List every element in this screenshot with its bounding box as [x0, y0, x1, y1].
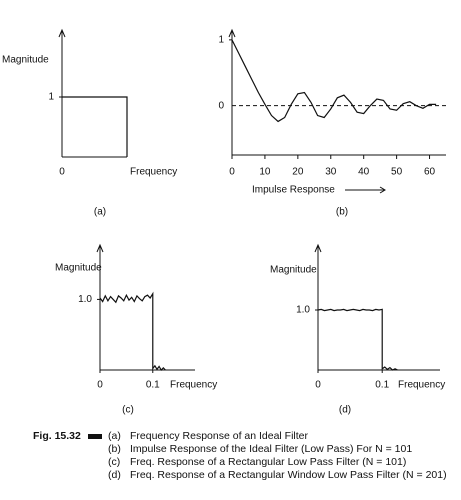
y-axis-arrow: [96, 243, 104, 253]
x-label-arrow: [345, 186, 386, 194]
caption-bar: [88, 434, 102, 439]
subplot-caption: (d): [339, 405, 351, 416]
x-tick-label: 20: [292, 167, 304, 178]
x-tick-label: 0: [229, 167, 235, 178]
y-axis-label: Magnitude: [55, 263, 102, 274]
caption-text: Freq. Response of a Rectangular Low Pass…: [130, 456, 407, 468]
y-axis-label: Magnitude: [2, 55, 49, 66]
y-axis-label: Magnitude: [270, 265, 317, 276]
x-tick-label: 40: [358, 167, 370, 178]
y-tick-label: 0: [218, 100, 224, 111]
data-line: [317, 308, 398, 371]
y-axis-arrow: [58, 28, 66, 38]
x-tick-label: 50: [391, 167, 403, 178]
x-tick-label: 0: [59, 167, 65, 178]
subplot-caption: (b): [336, 207, 348, 218]
y-tick-label: 1.0: [296, 305, 310, 316]
x-tick-label: 0.1: [146, 380, 160, 391]
y-axis-arrow: [228, 28, 236, 38]
x-tick-label: 0.1: [375, 380, 389, 391]
x-axis-label: Frequency: [398, 380, 445, 391]
caption-tag: (a): [108, 430, 121, 442]
data-line: [62, 96, 128, 157]
figure-label: Fig. 15.32: [33, 430, 81, 442]
x-tick-label: 0: [97, 380, 103, 391]
data-line: [231, 39, 437, 123]
x-tick-label: 0: [315, 380, 321, 391]
subplot-caption: (c): [122, 405, 134, 416]
y-tick-label: 1: [218, 35, 224, 46]
caption-text: Impulse Response of the Ideal Filter (Lo…: [130, 443, 413, 455]
y-tick-label: 1.0: [78, 294, 92, 305]
subplot-caption: (a): [94, 207, 106, 218]
x-axis-label: Frequency: [170, 380, 217, 391]
y-tick-label: 1: [48, 92, 54, 103]
caption-tag: (b): [108, 443, 121, 455]
caption-tag: (c): [108, 456, 121, 468]
caption-tag: (d): [108, 469, 121, 481]
caption-text: Frequency Response of an Ideal Filter: [130, 430, 309, 442]
y-axis-arrow: [314, 243, 322, 253]
data-line: [99, 291, 166, 371]
x-tick-label: 10: [259, 167, 271, 178]
x-axis-label: Impulse Response: [252, 185, 335, 196]
caption-text: Freq. Response of a Rectangular Window L…: [130, 469, 447, 481]
x-tick-label: 30: [325, 167, 337, 178]
x-axis-label: Frequency: [130, 167, 177, 178]
x-tick-label: 60: [424, 167, 436, 178]
